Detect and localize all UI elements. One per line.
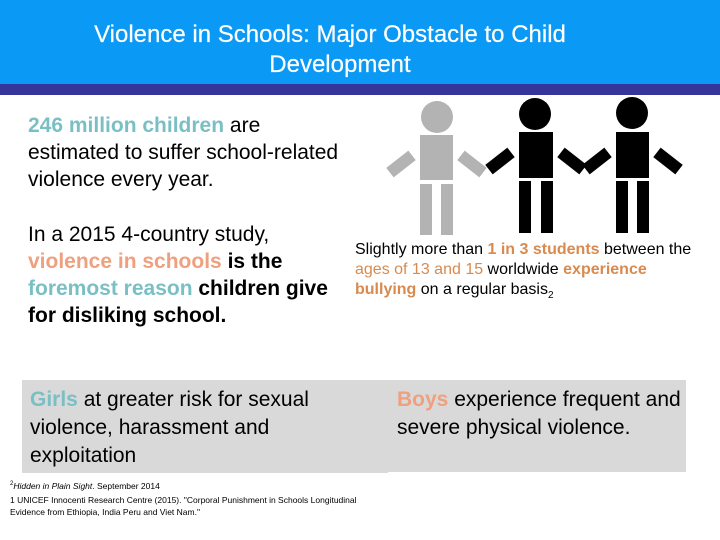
footnote-2-marker: 2 <box>10 481 14 487</box>
child-figure-black-2-icon <box>582 97 683 233</box>
girls-risk-text: Girls at greater risk for sexual violenc… <box>30 386 380 470</box>
footnote-1: 1 UNICEF Innocenti Research Centre (2015… <box>10 495 357 517</box>
study-text-1: In a 2015 4-country study, <box>28 223 270 246</box>
footnote-2-title: Hidden in Plain Sight <box>13 480 93 491</box>
study-text-3: children give for disliking school. <box>28 277 328 327</box>
title-stripe <box>0 84 720 95</box>
study-highlight-violence: violence in schools <box>28 250 222 273</box>
girls-risk-box: Girls at greater risk for sexual violenc… <box>22 380 388 473</box>
stat-text: are estimated to suffer school-related v… <box>28 114 339 191</box>
bully-highlight-experience: experience bullying <box>355 261 647 298</box>
page-title: Violence in Schools: Major Obstacle to C… <box>0 20 660 80</box>
footnote-ref-2: 2 <box>547 290 554 302</box>
bully-text-4: on a regular basis <box>416 281 548 298</box>
bully-highlight-ages: ages of 13 and 15 <box>355 261 484 278</box>
study-highlight-foremost: foremost reason <box>28 277 193 300</box>
study-text-2: is the <box>221 250 283 273</box>
bully-highlight-ratio: 1 in 3 students <box>487 241 600 258</box>
title-line-1: Violence in Schools: Major Obstacle to C… <box>94 21 566 48</box>
stat-bullying: Slightly more than 1 in 3 students betwe… <box>355 240 705 302</box>
bully-text-3: worldwide <box>483 261 564 278</box>
footnote-2-rest: . September 2014 <box>92 480 160 491</box>
bully-text-1: Slightly more than <box>355 241 488 258</box>
title-line-2: Development <box>269 51 411 78</box>
stat-study: In a 2015 4-country study, violence in s… <box>28 221 348 329</box>
boys-rest: experience frequent and severe physical … <box>397 388 681 439</box>
child-figure-black-1-icon <box>485 98 587 233</box>
boys-highlight: Boys <box>397 388 449 411</box>
girls-rest: at greater risk for sexual violence, har… <box>30 388 309 467</box>
bully-text-2: between the <box>599 241 692 258</box>
child-figure-gray-icon <box>386 101 487 235</box>
title-bar <box>0 0 720 84</box>
stat-children-affected: 246 million children are estimated to su… <box>28 112 348 193</box>
boys-violence-text: Boys experience frequent and severe phys… <box>397 386 682 442</box>
girls-highlight: Girls <box>30 388 78 411</box>
footnote-2: 2Hidden in Plain Sight. September 2014 <box>10 478 160 492</box>
boys-violence-box: Boys experience frequent and severe phys… <box>388 380 686 472</box>
stat-highlight: 246 million children <box>28 114 225 137</box>
